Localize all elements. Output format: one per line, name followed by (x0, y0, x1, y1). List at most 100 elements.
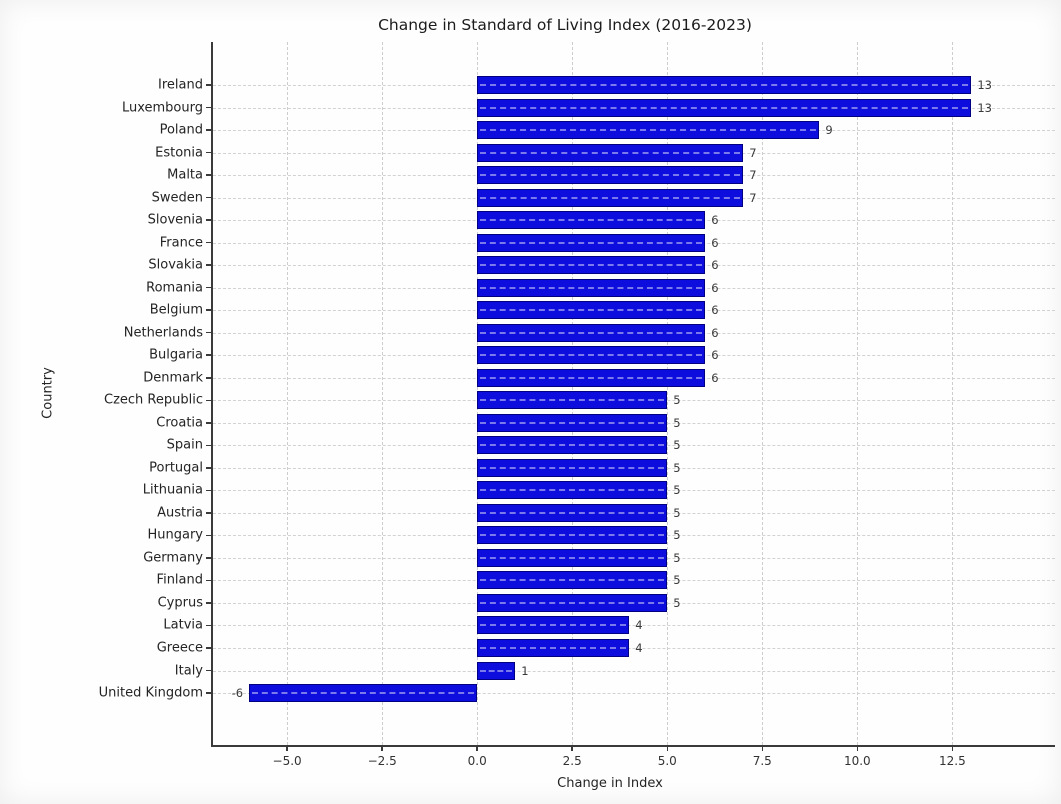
bar-greece (477, 639, 630, 657)
bar-hatch-pattern (480, 129, 817, 132)
x-tick-label: −5.0 (272, 754, 302, 768)
bar-hatch-pattern (480, 376, 703, 379)
y-tick-mark (206, 669, 212, 672)
country-tick-label: Spain (166, 437, 203, 453)
x-gridline (667, 42, 669, 745)
bar-hatch-pattern (480, 286, 703, 289)
bar-belgium (477, 301, 706, 320)
y-tick-mark (206, 579, 212, 582)
y-tick-mark (206, 309, 212, 311)
bar-germany (477, 548, 668, 567)
bar-hatch-pattern (480, 196, 741, 199)
bar-romania (477, 278, 706, 297)
bar-sweden (477, 188, 744, 207)
bar-luxembourg (477, 98, 972, 117)
country-tick-label: Germany (143, 550, 203, 566)
y-gridline (213, 625, 1055, 627)
bar-hatch-pattern (480, 106, 969, 109)
country-tick-label: Bulgaria (149, 347, 203, 363)
bar-latvia (477, 616, 630, 635)
plot-area: Change in Index −5.0 −2.5 0.0 2.5 5.0 7.5 10.0… (99, 42, 1055, 791)
bar-hatch-pattern (480, 241, 703, 244)
bar-value-label: 5 (673, 573, 681, 588)
x-tick-mark (951, 745, 954, 751)
x-gridline (952, 42, 954, 745)
bar-hatch-pattern (480, 151, 741, 154)
bar-finland (477, 571, 668, 590)
country-tick-label: Malta (167, 167, 203, 183)
country-tick-label: Romania (146, 280, 203, 296)
y-tick-mark (206, 399, 212, 402)
bar-hatch-pattern (480, 669, 513, 672)
y-tick-mark (206, 129, 212, 131)
x-tick-mark (381, 745, 383, 751)
bar-czech-republic (477, 391, 668, 410)
bar-value-label: 7 (749, 168, 757, 183)
bar-hatch-pattern (480, 84, 969, 86)
y-tick-mark (206, 422, 212, 424)
country-tick-label: Estonia (155, 145, 203, 161)
bar-value-label: 5 (673, 393, 681, 408)
bar-croatia (477, 413, 668, 432)
bar-malta (477, 166, 744, 185)
bar-value-label: 6 (711, 235, 719, 250)
bar-value-label: 6 (711, 280, 719, 295)
y-tick-mark (206, 354, 212, 356)
x-axis-label: Change in Index (557, 776, 663, 791)
y-tick-mark (206, 241, 212, 244)
y-tick-mark (206, 512, 212, 514)
y-tick-mark (206, 286, 212, 289)
bar-france (477, 233, 706, 252)
bar-hatch-pattern (480, 489, 665, 492)
bar-hatch-pattern (480, 534, 665, 537)
bar-value-label: 13 (977, 100, 992, 115)
bar-value-label: 1 (521, 663, 529, 678)
bar-slovenia (477, 211, 706, 230)
country-tick-label: Czech Republic (104, 392, 203, 408)
bar-united-kingdom (249, 684, 478, 703)
bar-spain (477, 436, 668, 455)
bar-value-label: 6 (711, 303, 719, 318)
y-tick-mark (206, 331, 212, 334)
bar-hatch-pattern (480, 601, 665, 604)
x-tick-label: 5.0 (657, 754, 677, 768)
x-tick-label: 7.5 (752, 754, 772, 768)
bar-hatch-pattern (480, 354, 703, 357)
y-tick-mark (206, 692, 212, 694)
x-tick-mark (666, 745, 668, 751)
bar-value-label: 7 (749, 145, 757, 160)
bar-slovakia (477, 256, 706, 275)
bar-value-label: 5 (673, 528, 681, 543)
y-tick-mark (206, 602, 212, 604)
y-tick-mark (206, 624, 212, 627)
bar-value-label: 5 (673, 550, 681, 565)
country-tick-label: Cyprus (157, 595, 203, 611)
country-tick-label: Austria (157, 505, 203, 521)
country-tick-label: United Kingdom (98, 685, 203, 701)
bar-hatch-pattern (252, 692, 475, 695)
y-tick-mark (206, 557, 212, 559)
x-gridline (287, 42, 289, 745)
country-tick-label: Latvia (163, 617, 203, 633)
bar-hatch-pattern (480, 174, 741, 177)
country-tick-label: Greece (156, 640, 203, 656)
country-tick-label: Slovakia (148, 257, 203, 273)
bar-value-label: 9 (825, 123, 833, 138)
bar-value-label: 4 (635, 618, 643, 633)
bar-netherlands (477, 323, 706, 342)
bar-bulgaria (477, 346, 706, 365)
y-tick-mark (206, 489, 212, 492)
x-gridline (382, 42, 384, 745)
bar-value-label: 6 (711, 258, 719, 273)
bar-italy (477, 661, 516, 680)
country-tick-label: Portugal (149, 460, 203, 476)
bar-value-label: 5 (673, 483, 681, 498)
bar-value-label: 5 (673, 415, 681, 430)
x-tick-mark (476, 745, 478, 751)
left-axis-spine (211, 42, 213, 747)
bar-austria (477, 503, 668, 522)
x-tick-label: −2.5 (367, 754, 397, 768)
chart-title: Change in Standard of Living Index (2016… (378, 16, 752, 34)
bar-lithuania (477, 481, 668, 500)
